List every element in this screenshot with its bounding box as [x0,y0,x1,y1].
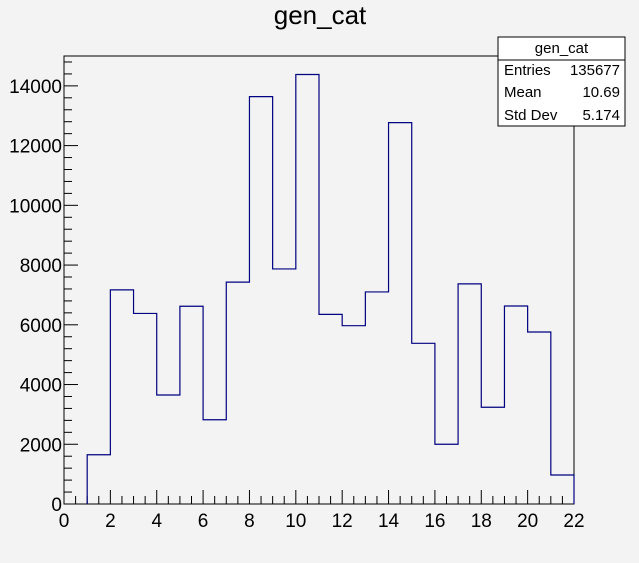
x-tick-label: 22 [563,511,584,532]
y-tick-label: 12000 [9,137,62,158]
x-tick-label: 10 [285,511,306,532]
chart-title: gen_cat [274,0,367,30]
stats-entries-label: Entries [504,62,551,79]
y-tick-label: 2000 [20,435,62,456]
axis-tick-labels: 0 2 4 6 8 10 12 14 16 18 20 22 0 2000 4000 6000 8000 1000… [9,77,584,532]
x-tick-label: 20 [517,511,538,532]
y-tick-label: 8000 [20,256,62,277]
stats-stddev-label: Std Dev [504,107,558,124]
x-tick-label: 0 [59,511,70,532]
stats-box: gen_cat Entries 135677 Mean 10.69 Std De… [497,36,626,127]
y-tick-label: 10000 [9,196,62,217]
y-tick-label: 0 [51,495,62,516]
x-tick-label: 16 [424,511,445,532]
stats-stddev-value: 5.174 [582,107,620,124]
y-tick-label: 14000 [9,77,62,98]
stats-box-title: gen_cat [535,40,589,57]
stats-box-frame [497,36,626,127]
x-tick-label: 8 [244,511,255,532]
axis-ticks [63,61,575,505]
x-tick-label: 18 [471,511,492,532]
x-tick-label: 2 [105,511,116,532]
x-tick-label: 6 [198,511,209,532]
histogram-line [86,73,575,504]
x-tick-label: 4 [151,511,162,532]
stats-mean-value: 10.69 [582,84,620,101]
x-tick-label: 14 [378,511,400,532]
x-tick-label: 12 [332,511,353,532]
stats-mean-label: Mean [504,84,542,101]
y-tick-label: 4000 [20,376,62,397]
stats-entries-value: 135677 [570,62,620,79]
y-tick-label: 6000 [20,316,62,337]
